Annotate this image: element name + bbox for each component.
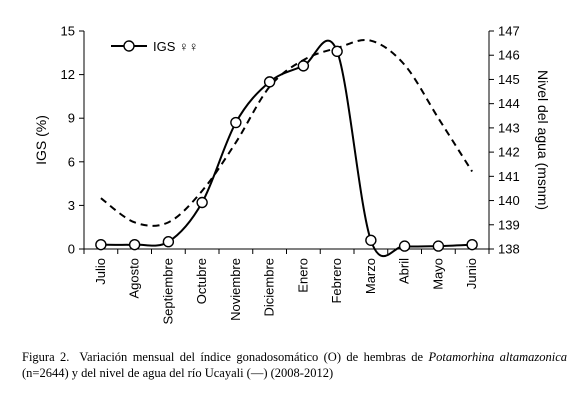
y-tick-label: 3 (68, 198, 75, 213)
igs-point-enero (297, 60, 310, 72)
y2-tick-label: 143 (498, 120, 520, 135)
igs-point-noviembre (230, 116, 242, 129)
y2-tick-label: 138 (498, 242, 520, 257)
igs-point-mayo (432, 240, 445, 252)
igs-point-febrero (331, 45, 343, 58)
igs-point-agosto (128, 238, 141, 251)
igs-point-junio (466, 238, 478, 251)
igs-point-septiembre (162, 236, 175, 248)
x-tick-label: Enero (295, 258, 310, 293)
series-layer (95, 39, 478, 257)
y-tick-label: 9 (68, 111, 75, 126)
caption-lead: Figura 2. (22, 350, 70, 364)
x-tick-label: Marzo (363, 258, 378, 294)
igs-point-marzo (365, 234, 377, 246)
caption-text-2: (n=2644) y del nivel de agua del río Uca… (22, 366, 334, 380)
y-axis-title: IGS (%) (33, 115, 49, 165)
figure-caption: Figura 2. Variación mensual del índice go… (22, 349, 567, 381)
y2-axis-title: Nivel del agua (msnm) (535, 70, 551, 210)
y2-tick-label: 140 (498, 193, 520, 208)
igs-point-abril (398, 240, 411, 252)
x-tick-label: Noviembre (228, 258, 243, 321)
y-tick-label: 0 (68, 242, 75, 257)
y2-tick-label: 141 (498, 169, 520, 184)
series-water-level-line (100, 39, 473, 227)
x-tick-label: Abril (397, 258, 412, 284)
y2-tick-label: 139 (498, 217, 520, 232)
legend-label: IGS ♀♀ (153, 39, 199, 54)
x-tick-label: Septiembre (160, 258, 175, 324)
y-tick-label: 15 (61, 24, 75, 39)
y-tick-label: 12 (61, 67, 75, 82)
igs-point-julio (95, 238, 107, 251)
caption-species-2: altamazonica (499, 350, 567, 364)
x-tick-label: Febrero (329, 258, 344, 304)
axes: 0 3 6 9 12 15 138 139 140 141 142 143 144 145 146 147 Ju… (33, 24, 551, 325)
legend: IGS ♀♀ (111, 39, 199, 54)
legend-marker (123, 40, 135, 52)
y2-tick-label: 146 (498, 48, 520, 63)
igs-point-diciembre (263, 76, 276, 88)
chart: 0 3 6 9 12 15 138 139 140 141 142 143 144 145 146 147 Ju… (33, 24, 551, 325)
caption-species-1: Potamorhina (428, 350, 495, 364)
x-tick-label: Julio (93, 258, 108, 285)
caption-text-1: Variación mensual del índice gonadosomát… (79, 350, 429, 364)
x-tick-label: Mayo (430, 258, 445, 290)
x-tick-label: Agosto (127, 258, 142, 298)
y2-tick-label: 142 (498, 145, 520, 160)
y2-tick-label: 147 (498, 24, 520, 39)
x-tick-label: Octubre (194, 258, 209, 304)
y2-tick-label: 144 (498, 96, 520, 111)
series-igs-line (100, 39, 473, 257)
x-tick-label: Junio (464, 258, 479, 289)
y-tick-label: 6 (68, 154, 75, 169)
igs-point-octubre (196, 196, 208, 209)
y2-tick-label: 145 (498, 72, 520, 87)
x-tick-label: Diciembre (262, 258, 277, 317)
